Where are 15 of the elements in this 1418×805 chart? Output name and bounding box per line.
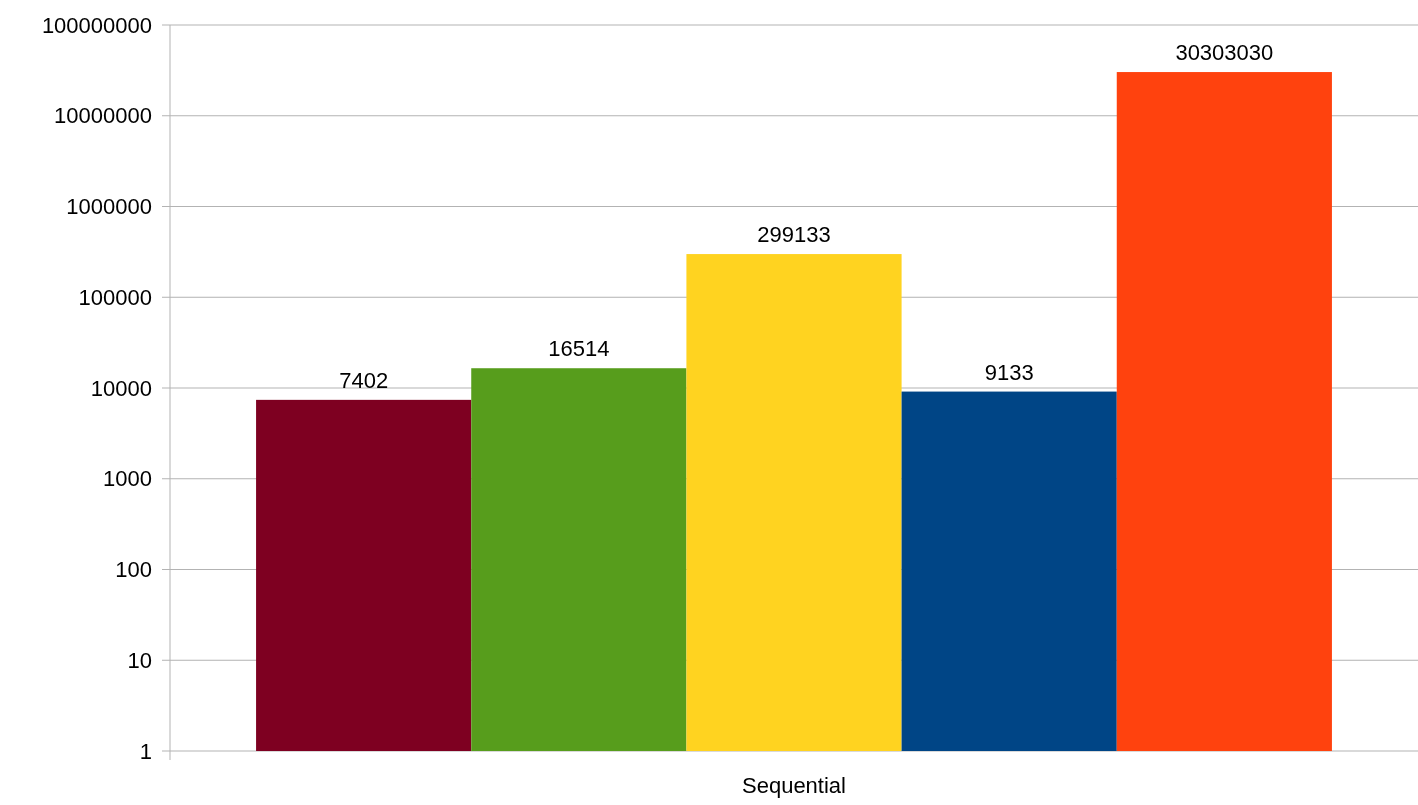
y-tick-label: 10000000 bbox=[54, 103, 152, 129]
data-label: 9133 bbox=[984, 359, 1034, 385]
data-label: 16514 bbox=[548, 336, 610, 362]
y-tick-label: 100000000 bbox=[41, 12, 152, 38]
data-label: 7402 bbox=[339, 367, 389, 393]
x-tick-label: Sequential bbox=[742, 773, 846, 798]
y-tick-label: 1000 bbox=[103, 466, 152, 492]
y-tick-label: 10 bbox=[127, 647, 152, 673]
y-tick-label: 1 bbox=[139, 738, 152, 764]
y-tick-label: 100 bbox=[115, 557, 152, 583]
y-tick-label: 10000 bbox=[90, 375, 152, 401]
y-tick-label: 1000000 bbox=[66, 194, 152, 220]
y-tick-label: 100000 bbox=[78, 284, 152, 310]
data-label: 299133 bbox=[757, 222, 831, 248]
data-label: 30303030 bbox=[1175, 40, 1274, 66]
